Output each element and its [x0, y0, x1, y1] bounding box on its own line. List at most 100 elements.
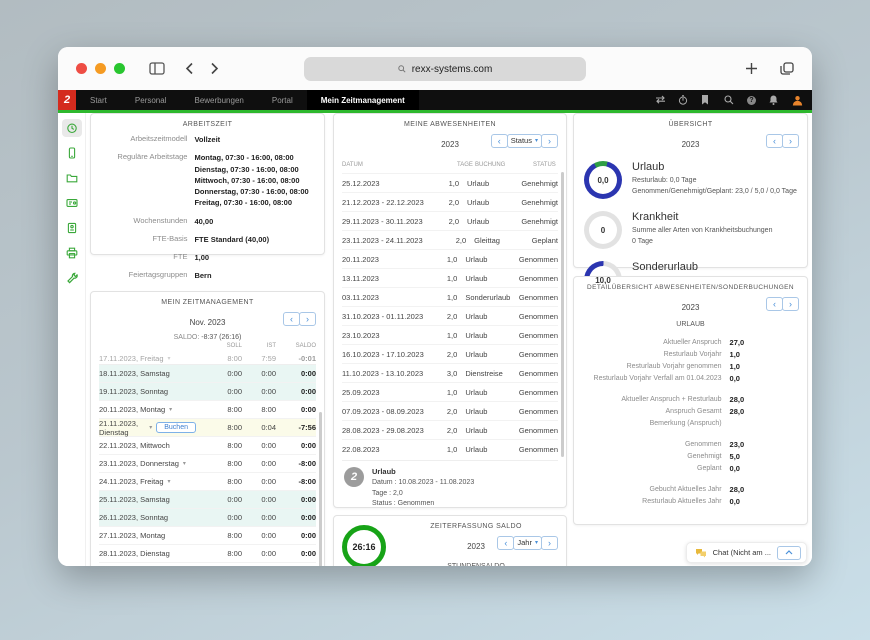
prev-button[interactable]: ‹ — [490, 134, 508, 148]
notifications-icon[interactable] — [769, 95, 779, 105]
id-card-icon[interactable] — [62, 194, 82, 212]
table-row[interactable]: 31.10.2023 - 01.11.2023 2,0 Urlaub Genom… — [342, 306, 558, 325]
smartphone-icon[interactable] — [62, 144, 82, 162]
nav-item[interactable]: Start — [76, 90, 121, 110]
tage-cell: 1,0 — [446, 292, 458, 302]
scrolled-row[interactable]: 17.11.2023, Freitag ▾ 8:00 7:59 -0:01 — [99, 354, 316, 363]
folder-icon[interactable] — [62, 169, 82, 187]
next-month-button[interactable]: › — [299, 312, 316, 326]
col-datum: DATUM — [342, 162, 363, 168]
table-row[interactable]: 24.11.2023, Freitag ▾ 8:00 0:00 -8:00 — [99, 473, 316, 491]
chat-widget[interactable]: Chat (Nicht am ... — [685, 542, 807, 563]
table-row[interactable]: 16.10.2023 - 17.10.2023 2,0 Urlaub Genom… — [342, 344, 558, 363]
wrench-icon[interactable] — [62, 269, 82, 287]
prev-year-button[interactable]: ‹ — [766, 134, 783, 148]
new-tab-button[interactable] — [745, 62, 758, 75]
buchen-button[interactable]: Buchen — [156, 422, 196, 433]
nav-item[interactable]: Personal — [121, 90, 181, 110]
arbeitszeit-row: Arbeitszeitmodell Vollzeit — [99, 134, 316, 145]
prev-year-button[interactable]: ‹ — [766, 297, 783, 311]
table-row[interactable]: 25.12.2023 1,0 Urlaub Genehmigt — [342, 173, 558, 192]
minimize-window-button[interactable] — [95, 63, 106, 74]
detail-row: Resturlaub Aktuelles Jahr 0,0 — [582, 495, 799, 507]
prev-button[interactable]: ‹ — [497, 536, 515, 550]
nav-item[interactable]: Portal — [258, 90, 307, 110]
address-bar[interactable]: rexx-systems.com — [304, 57, 586, 81]
rexx-logo-icon[interactable]: 2 — [58, 90, 76, 110]
table-row[interactable]: 26.11.2023, Sonntag ▾ 0:00 0:00 0:00 — [99, 509, 316, 527]
row-date: 24.11.2023, Freitag — [99, 477, 164, 486]
table-row[interactable]: 28.08.2023 - 29.08.2023 2,0 Urlaub Genom… — [342, 420, 558, 439]
table-row[interactable]: 19.11.2023, Sonntag ▾ 0:00 0:00 0:00 — [99, 383, 316, 401]
table-row[interactable]: 28.11.2023, Dienstag ▾ 8:00 0:00 0:00 — [99, 545, 316, 563]
chevron-down-icon[interactable]: ▾ — [149, 425, 153, 431]
time-history-icon[interactable] — [61, 119, 82, 137]
table-row[interactable]: 29.11.2023, Mittwoch ▾ 8:00 8:00 0:00 — [99, 563, 316, 566]
table-row[interactable]: 25.11.2023, Samstag ▾ 0:00 0:00 0:00 — [99, 491, 316, 509]
table-row[interactable]: 21.11.2023, Dienstag ▾ Buchen 8:00 0:04 … — [99, 419, 316, 437]
next-year-button[interactable]: › — [782, 297, 799, 311]
table-row[interactable]: 27.11.2023, Montag ▾ 8:00 0:00 0:00 — [99, 527, 316, 545]
period-filter-dropdown[interactable]: Jahr ▾ — [513, 536, 542, 550]
detail-value: 28,0 — [729, 484, 745, 494]
table-row[interactable]: 23.11.2023, Donnerstag ▾ 8:00 0:00 -8:00 — [99, 455, 316, 473]
chevron-down-icon[interactable]: ▾ — [167, 356, 171, 362]
table-row[interactable]: 20.11.2023 1,0 Urlaub Genommen — [342, 249, 558, 268]
soll-value: 8:00 — [227, 405, 242, 414]
status-filter-dropdown[interactable]: Status ▾ — [506, 134, 542, 148]
summary-name: Krankheit — [632, 211, 679, 223]
scrollbar[interactable] — [561, 172, 564, 457]
table-row[interactable]: 23.10.2023 1,0 Urlaub Genommen — [342, 325, 558, 344]
prev-month-button[interactable]: ‹ — [283, 312, 300, 326]
next-button[interactable]: › — [541, 536, 558, 550]
table-row[interactable]: 21.12.2023 - 22.12.2023 2,0 Urlaub Geneh… — [342, 192, 558, 211]
window-controls — [76, 63, 125, 74]
chevron-down-icon[interactable]: ▾ — [169, 407, 173, 413]
table-row[interactable]: 23.11.2023 - 24.11.2023 2,0 Gleittag Gep… — [342, 230, 558, 249]
datum-cell: 25.12.2023 — [342, 178, 380, 188]
bookmark-icon[interactable] — [701, 95, 711, 105]
table-row[interactable]: 29.11.2023 - 30.11.2023 2,0 Urlaub Geneh… — [342, 211, 558, 230]
printer-icon[interactable] — [62, 244, 82, 262]
search-icon[interactable] — [724, 95, 734, 105]
chevron-down-icon[interactable]: ▾ — [167, 479, 171, 485]
table-row[interactable]: 18.11.2023, Samstag ▾ 0:00 0:00 0:00 — [99, 365, 316, 383]
table-row[interactable]: 20.11.2023, Montag ▾ 8:00 8:00 0:00 — [99, 401, 316, 419]
badge-icon[interactable] — [62, 219, 82, 237]
ist-value: 0:00 — [261, 387, 276, 396]
status-cell: Genommen — [518, 406, 558, 416]
sidebar-toggle-icon[interactable] — [149, 62, 165, 75]
detail-status: Status : Genommen — [372, 500, 435, 507]
table-row[interactable]: 11.10.2023 - 13.10.2023 3,0 Dienstreise … — [342, 363, 558, 382]
tab-overview-button[interactable] — [780, 62, 794, 75]
back-button[interactable] — [185, 62, 194, 75]
row-date: 25.11.2023, Samstag — [99, 495, 170, 504]
next-year-button[interactable]: › — [782, 134, 799, 148]
nav-item[interactable]: Bewerbungen — [180, 90, 257, 110]
timer-icon[interactable] — [678, 95, 688, 105]
transfer-icon[interactable] — [655, 95, 665, 105]
scrollbar[interactable] — [319, 412, 322, 566]
detail-value: 23,0 — [729, 439, 745, 449]
user-avatar[interactable] — [792, 95, 803, 106]
table-row[interactable]: 22.11.2023, Mittwoch ▾ 8:00 0:00 0:00 — [99, 437, 316, 455]
table-row[interactable]: 22.08.2023 1,0 Urlaub Genommen — [342, 439, 558, 458]
next-button[interactable]: › — [541, 134, 558, 148]
chat-collapse-button[interactable] — [777, 545, 801, 560]
detail-value: 0,0 — [729, 496, 740, 506]
tage-cell: 1,0 — [446, 273, 458, 283]
table-row[interactable]: 13.11.2023 1,0 Urlaub Genommen — [342, 268, 558, 287]
ist-value: 0:00 — [261, 549, 276, 558]
table-row[interactable]: 07.09.2023 - 08.09.2023 2,0 Urlaub Genom… — [342, 401, 558, 420]
forward-button[interactable] — [210, 62, 219, 75]
table-row[interactable]: 03.11.2023 1,0 Sonderurlaub Genommen — [342, 287, 558, 306]
saldo-cell: 0:00 — [300, 405, 316, 414]
close-window-button[interactable] — [76, 63, 87, 74]
help-icon[interactable]: ? — [747, 95, 756, 105]
zoom-window-button[interactable] — [114, 63, 125, 74]
chevron-down-icon[interactable]: ▾ — [182, 461, 186, 467]
table-row[interactable]: 25.09.2023 1,0 Urlaub Genommen — [342, 382, 558, 401]
nav-item[interactable]: Mein Zeitmanagement — [306, 90, 419, 110]
ist-value: 8:00 — [261, 405, 276, 414]
saldo-hours: 26:16 — [352, 542, 376, 552]
